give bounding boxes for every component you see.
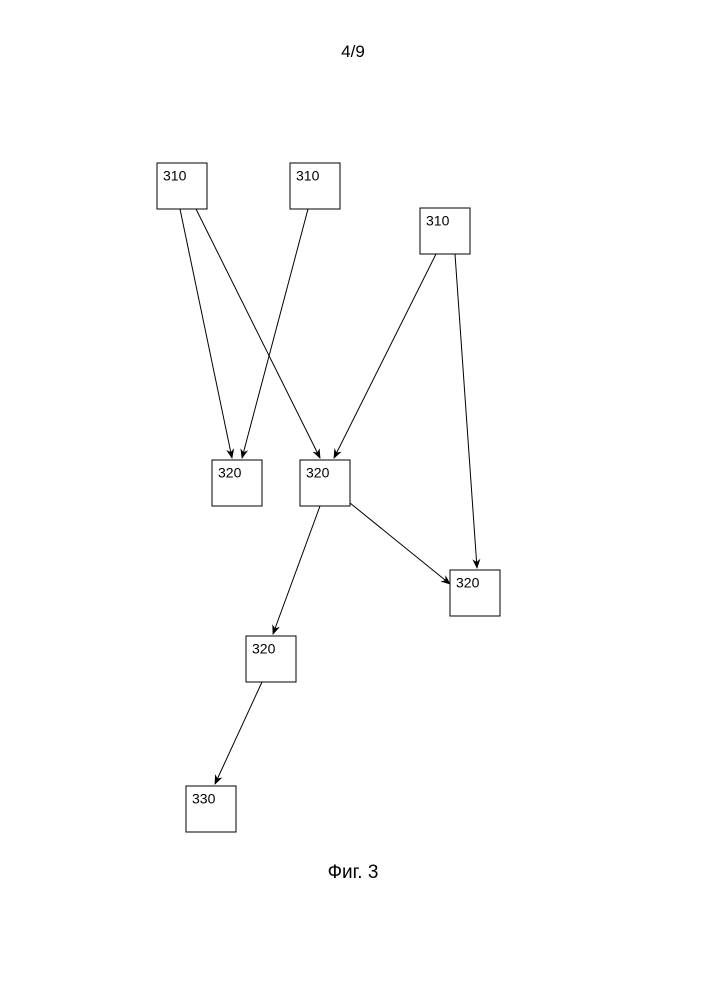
page: 4/9 310310310320320320320330 Фиг. 3 [0, 0, 706, 999]
edge-n320b-n320c [350, 503, 450, 584]
node-n320b: 320 [300, 460, 350, 506]
edge-n320b-n320d [273, 506, 320, 634]
nodes-layer: 310 310 310 320 320 320 320 330 [157, 163, 500, 832]
node-label-n320d: 320 [252, 641, 276, 657]
diagram-svg: 310 310 310 320 320 320 320 330 [0, 0, 706, 999]
node-n320a: 320 [212, 460, 262, 506]
edge-n310b-n320a [242, 209, 308, 458]
node-label-n310c: 310 [426, 213, 450, 229]
node-n320d: 320 [246, 636, 296, 682]
edge-n310a-n320b [196, 209, 320, 458]
node-label-n320c: 320 [456, 575, 480, 591]
figure-caption: Фиг. 3 [0, 862, 706, 884]
edge-n310c-n320b [334, 254, 436, 458]
node-label-n310a: 310 [163, 168, 187, 184]
node-n320c: 320 [450, 570, 500, 616]
node-n310c: 310 [420, 208, 470, 254]
node-n310a: 310 [157, 163, 207, 209]
node-label-n320a: 320 [218, 465, 242, 481]
node-label-n320b: 320 [306, 465, 330, 481]
node-n330: 330 [186, 786, 236, 832]
node-n310b: 310 [290, 163, 340, 209]
edge-n320d-n330 [215, 682, 262, 784]
node-label-n310b: 310 [296, 168, 320, 184]
edge-n310c-n320c [455, 254, 477, 568]
edge-n310a-n320a [180, 209, 232, 458]
node-label-n330: 330 [192, 791, 216, 807]
